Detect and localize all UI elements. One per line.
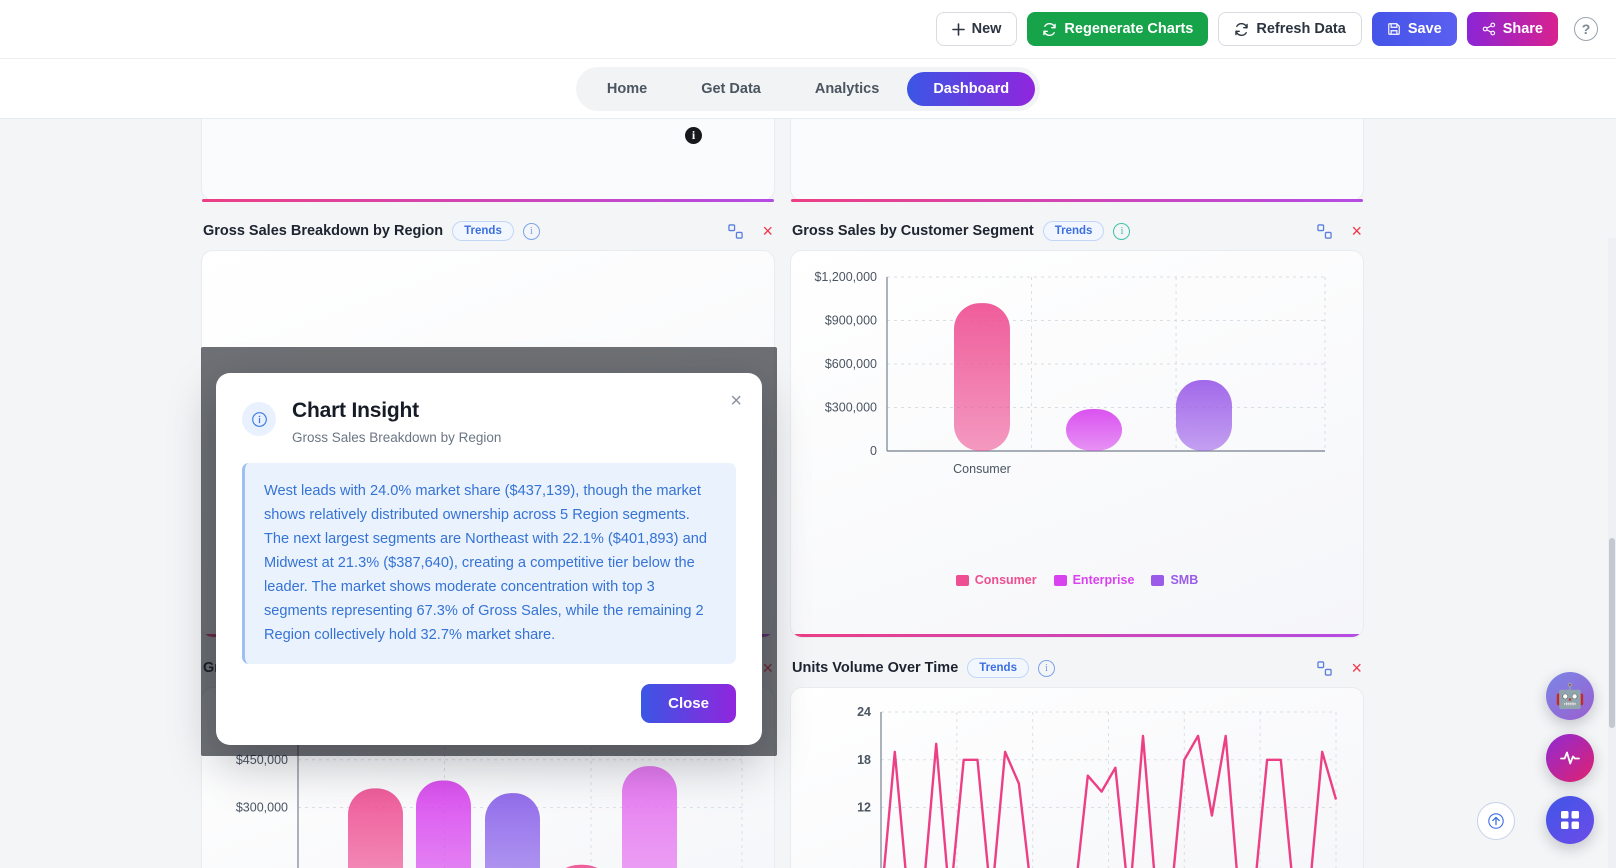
activity-icon [1560, 751, 1580, 765]
refresh-icon [1234, 22, 1249, 37]
card-header: Gross Sales Breakdown by Region Trends i… [201, 219, 775, 250]
legend-label: Consumer [974, 573, 1037, 587]
help-icon[interactable]: ? [1574, 17, 1598, 41]
legend-label: SMB [1170, 573, 1199, 587]
modal-close-icon[interactable]: × [730, 390, 742, 412]
card-accent-bar [791, 199, 1363, 202]
apps-grid-button[interactable] [1546, 796, 1594, 844]
save-button[interactable]: Save [1371, 12, 1457, 46]
legend-item[interactable]: Enterprise [1053, 573, 1135, 587]
main-navigation: Home Get Data Analytics Dashboard [0, 59, 1616, 119]
info-tooltip-icon[interactable]: i [685, 127, 702, 144]
trends-badge[interactable]: Trends [967, 658, 1029, 678]
card-accent-bar [202, 199, 774, 202]
nav-item-analytics[interactable]: Analytics [814, 80, 880, 97]
help-icon-label: ? [1581, 21, 1591, 37]
svg-text:$1,200,000: $1,200,000 [814, 270, 877, 284]
scrollbar-track[interactable] [1608, 238, 1616, 868]
modal-subtitle: Gross Sales Breakdown by Region [292, 430, 502, 445]
modal-close-button[interactable]: Close [641, 684, 736, 724]
scrollbar-thumb[interactable] [1609, 538, 1615, 728]
modal-footer: Close [242, 684, 736, 724]
expand-icon[interactable] [728, 223, 744, 239]
trends-badge[interactable]: Trends [452, 221, 514, 241]
modal-titles: Chart Insight Gross Sales Breakdown by R… [292, 399, 501, 445]
plus-icon [951, 22, 965, 36]
ai-assistant-button[interactable]: 🤖 [1546, 672, 1594, 720]
svg-text:Consumer: Consumer [953, 462, 1011, 476]
robot-icon: 🤖 [1555, 682, 1585, 710]
trends-badge[interactable]: Trends [1042, 221, 1105, 241]
share-icon [1482, 22, 1496, 36]
refresh-data-button[interactable]: Refresh Data [1218, 12, 1362, 46]
card-body: 12 18 24 [790, 687, 1364, 868]
expand-icon[interactable] [1317, 223, 1333, 239]
chart-card-partial-right[interactable] [790, 119, 1364, 202]
legend-item[interactable]: Consumer [955, 573, 1037, 587]
card-header: Gross Sales by Customer Segment Trends i… [790, 219, 1364, 250]
scroll-to-top-button[interactable] [1477, 802, 1515, 840]
chart-card-gross-sales-by-customer-segment[interactable]: Gross Sales by Customer Segment Trends i… [790, 219, 1364, 638]
region-bar-chart: $300,000$450,000$600,000 [236, 705, 743, 868]
refresh-data-label: Refresh Data [1256, 21, 1346, 37]
info-icon [242, 402, 276, 436]
chart-insight-modal: × Chart Insight Gross Sales Breakdown by… [216, 373, 762, 746]
nav-item-get-data[interactable]: Get Data [701, 80, 761, 97]
insight-text: West leads with 24.0% market share ($437… [242, 463, 736, 665]
info-icon[interactable]: i [522, 222, 540, 240]
grid-icon [1561, 811, 1579, 829]
svg-text:0: 0 [870, 444, 877, 458]
close-chart-icon[interactable]: × [1351, 658, 1362, 678]
chart-card-units-volume-over-time[interactable]: Units Volume Over Time Trends i × 12 18 24 [790, 656, 1364, 868]
svg-text:24: 24 [857, 705, 871, 719]
new-button-label: New [971, 21, 1002, 37]
legend-swatch [955, 574, 969, 586]
close-chart-icon[interactable]: × [762, 221, 773, 241]
floating-action-buttons: 🤖 [1546, 672, 1594, 844]
svg-text:$300,000: $300,000 [236, 801, 288, 815]
share-button[interactable]: Share [1466, 12, 1558, 46]
expand-icon[interactable] [1317, 660, 1333, 676]
chart-legend: Consumer Enterprise SMB [791, 573, 1363, 587]
svg-text:$600,000: $600,000 [825, 357, 877, 371]
new-button[interactable]: New [935, 12, 1018, 46]
card-title: Gross Sales Breakdown by Region [203, 223, 444, 239]
info-icon[interactable]: i [1037, 659, 1055, 677]
nav-item-home[interactable]: Home [606, 80, 648, 97]
units-volume-line-chart: 12 18 24 [857, 705, 1338, 868]
save-button-label: Save [1407, 21, 1442, 37]
customer-segment-bar-chart: 0 $300,000 $600,000 $900,000 $1,200,000 Consu… [814, 270, 1326, 476]
legend-label: Enterprise [1072, 573, 1135, 587]
legend-item[interactable]: SMB [1151, 573, 1198, 587]
regenerate-charts-label: Regenerate Charts [1064, 21, 1194, 37]
card-accent-bar [791, 634, 1363, 637]
svg-text:$900,000: $900,000 [825, 314, 877, 328]
top-toolbar: New Regenerate Charts Refresh Data Save … [0, 0, 1616, 59]
svg-text:$450,000: $450,000 [236, 753, 288, 767]
chart-card-partial-left[interactable]: i [201, 119, 775, 202]
svg-text:12: 12 [857, 801, 871, 815]
dashboard-canvas: i Gross Sales Breakdown by Region Trends… [0, 119, 1616, 868]
regenerate-charts-button[interactable]: Regenerate Charts [1027, 12, 1209, 46]
modal-header: Chart Insight Gross Sales Breakdown by R… [242, 399, 736, 445]
nav-pill-group: Home Get Data Analytics Dashboard [575, 66, 1041, 111]
card-title: Units Volume Over Time [792, 660, 959, 676]
svg-text:18: 18 [857, 753, 871, 767]
info-icon[interactable]: i [1113, 222, 1131, 240]
modal-title: Chart Insight [292, 399, 419, 422]
nav-item-dashboard[interactable]: Dashboard [907, 71, 1036, 106]
save-icon [1387, 22, 1401, 36]
card-title: Gross Sales by Customer Segment [792, 223, 1034, 239]
legend-swatch [1151, 574, 1165, 586]
card-body: 0 $300,000 $600,000 $900,000 $1,200,000 Consu… [790, 250, 1364, 638]
close-chart-icon[interactable]: × [1351, 221, 1362, 241]
svg-text:$300,000: $300,000 [825, 401, 877, 415]
legend-swatch [1053, 574, 1067, 586]
card-header: Units Volume Over Time Trends i × [790, 656, 1364, 687]
activity-button[interactable] [1546, 734, 1594, 782]
arrow-up-icon [1488, 813, 1504, 829]
share-button-label: Share [1502, 21, 1543, 37]
refresh-icon [1042, 22, 1057, 37]
